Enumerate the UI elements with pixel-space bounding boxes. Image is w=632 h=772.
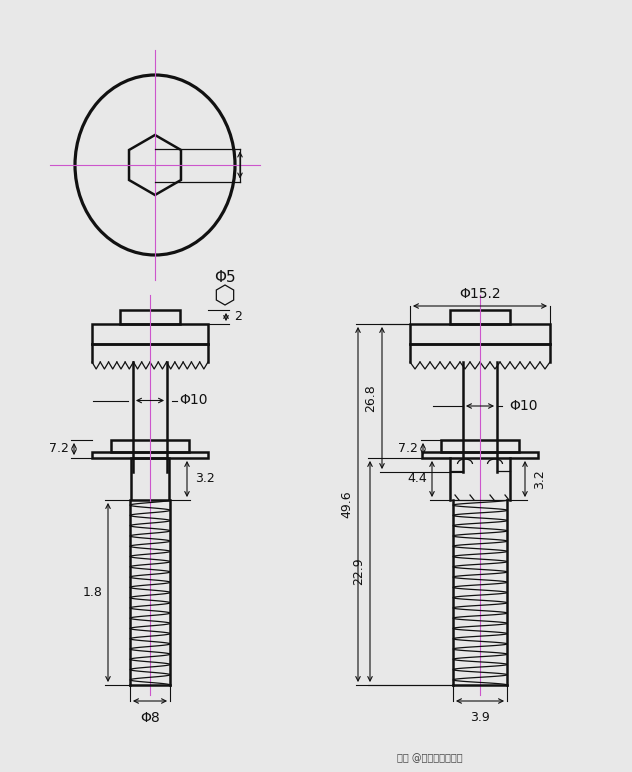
Text: 22.9: 22.9: [352, 557, 365, 585]
Bar: [441, 440, 519, 452]
Text: 7.2: 7.2: [49, 442, 69, 455]
Bar: [131, 458, 169, 500]
Text: 26.8: 26.8: [364, 384, 377, 412]
Bar: [111, 440, 189, 452]
Bar: [450, 310, 510, 324]
Bar: [120, 310, 180, 324]
Text: Φ10: Φ10: [509, 399, 537, 413]
Text: 3.2: 3.2: [533, 469, 546, 489]
Bar: [92, 452, 208, 458]
Text: 3.2: 3.2: [195, 472, 215, 486]
Bar: [92, 324, 208, 344]
Text: 1.8: 1.8: [83, 586, 103, 599]
Text: Φ15.2: Φ15.2: [459, 287, 501, 301]
Bar: [422, 452, 538, 458]
Text: 头条 @零爱工业零部件: 头条 @零爱工业零部件: [397, 753, 463, 763]
Text: Φ8: Φ8: [140, 711, 160, 725]
Bar: [410, 324, 550, 344]
Text: 3.9: 3.9: [470, 711, 490, 724]
Text: Φ10: Φ10: [179, 394, 207, 408]
Text: 2: 2: [234, 310, 242, 323]
Text: 49.6: 49.6: [340, 491, 353, 518]
Text: 7.2: 7.2: [398, 442, 418, 455]
Text: 4.4: 4.4: [407, 472, 427, 486]
Text: Φ5: Φ5: [214, 269, 236, 285]
